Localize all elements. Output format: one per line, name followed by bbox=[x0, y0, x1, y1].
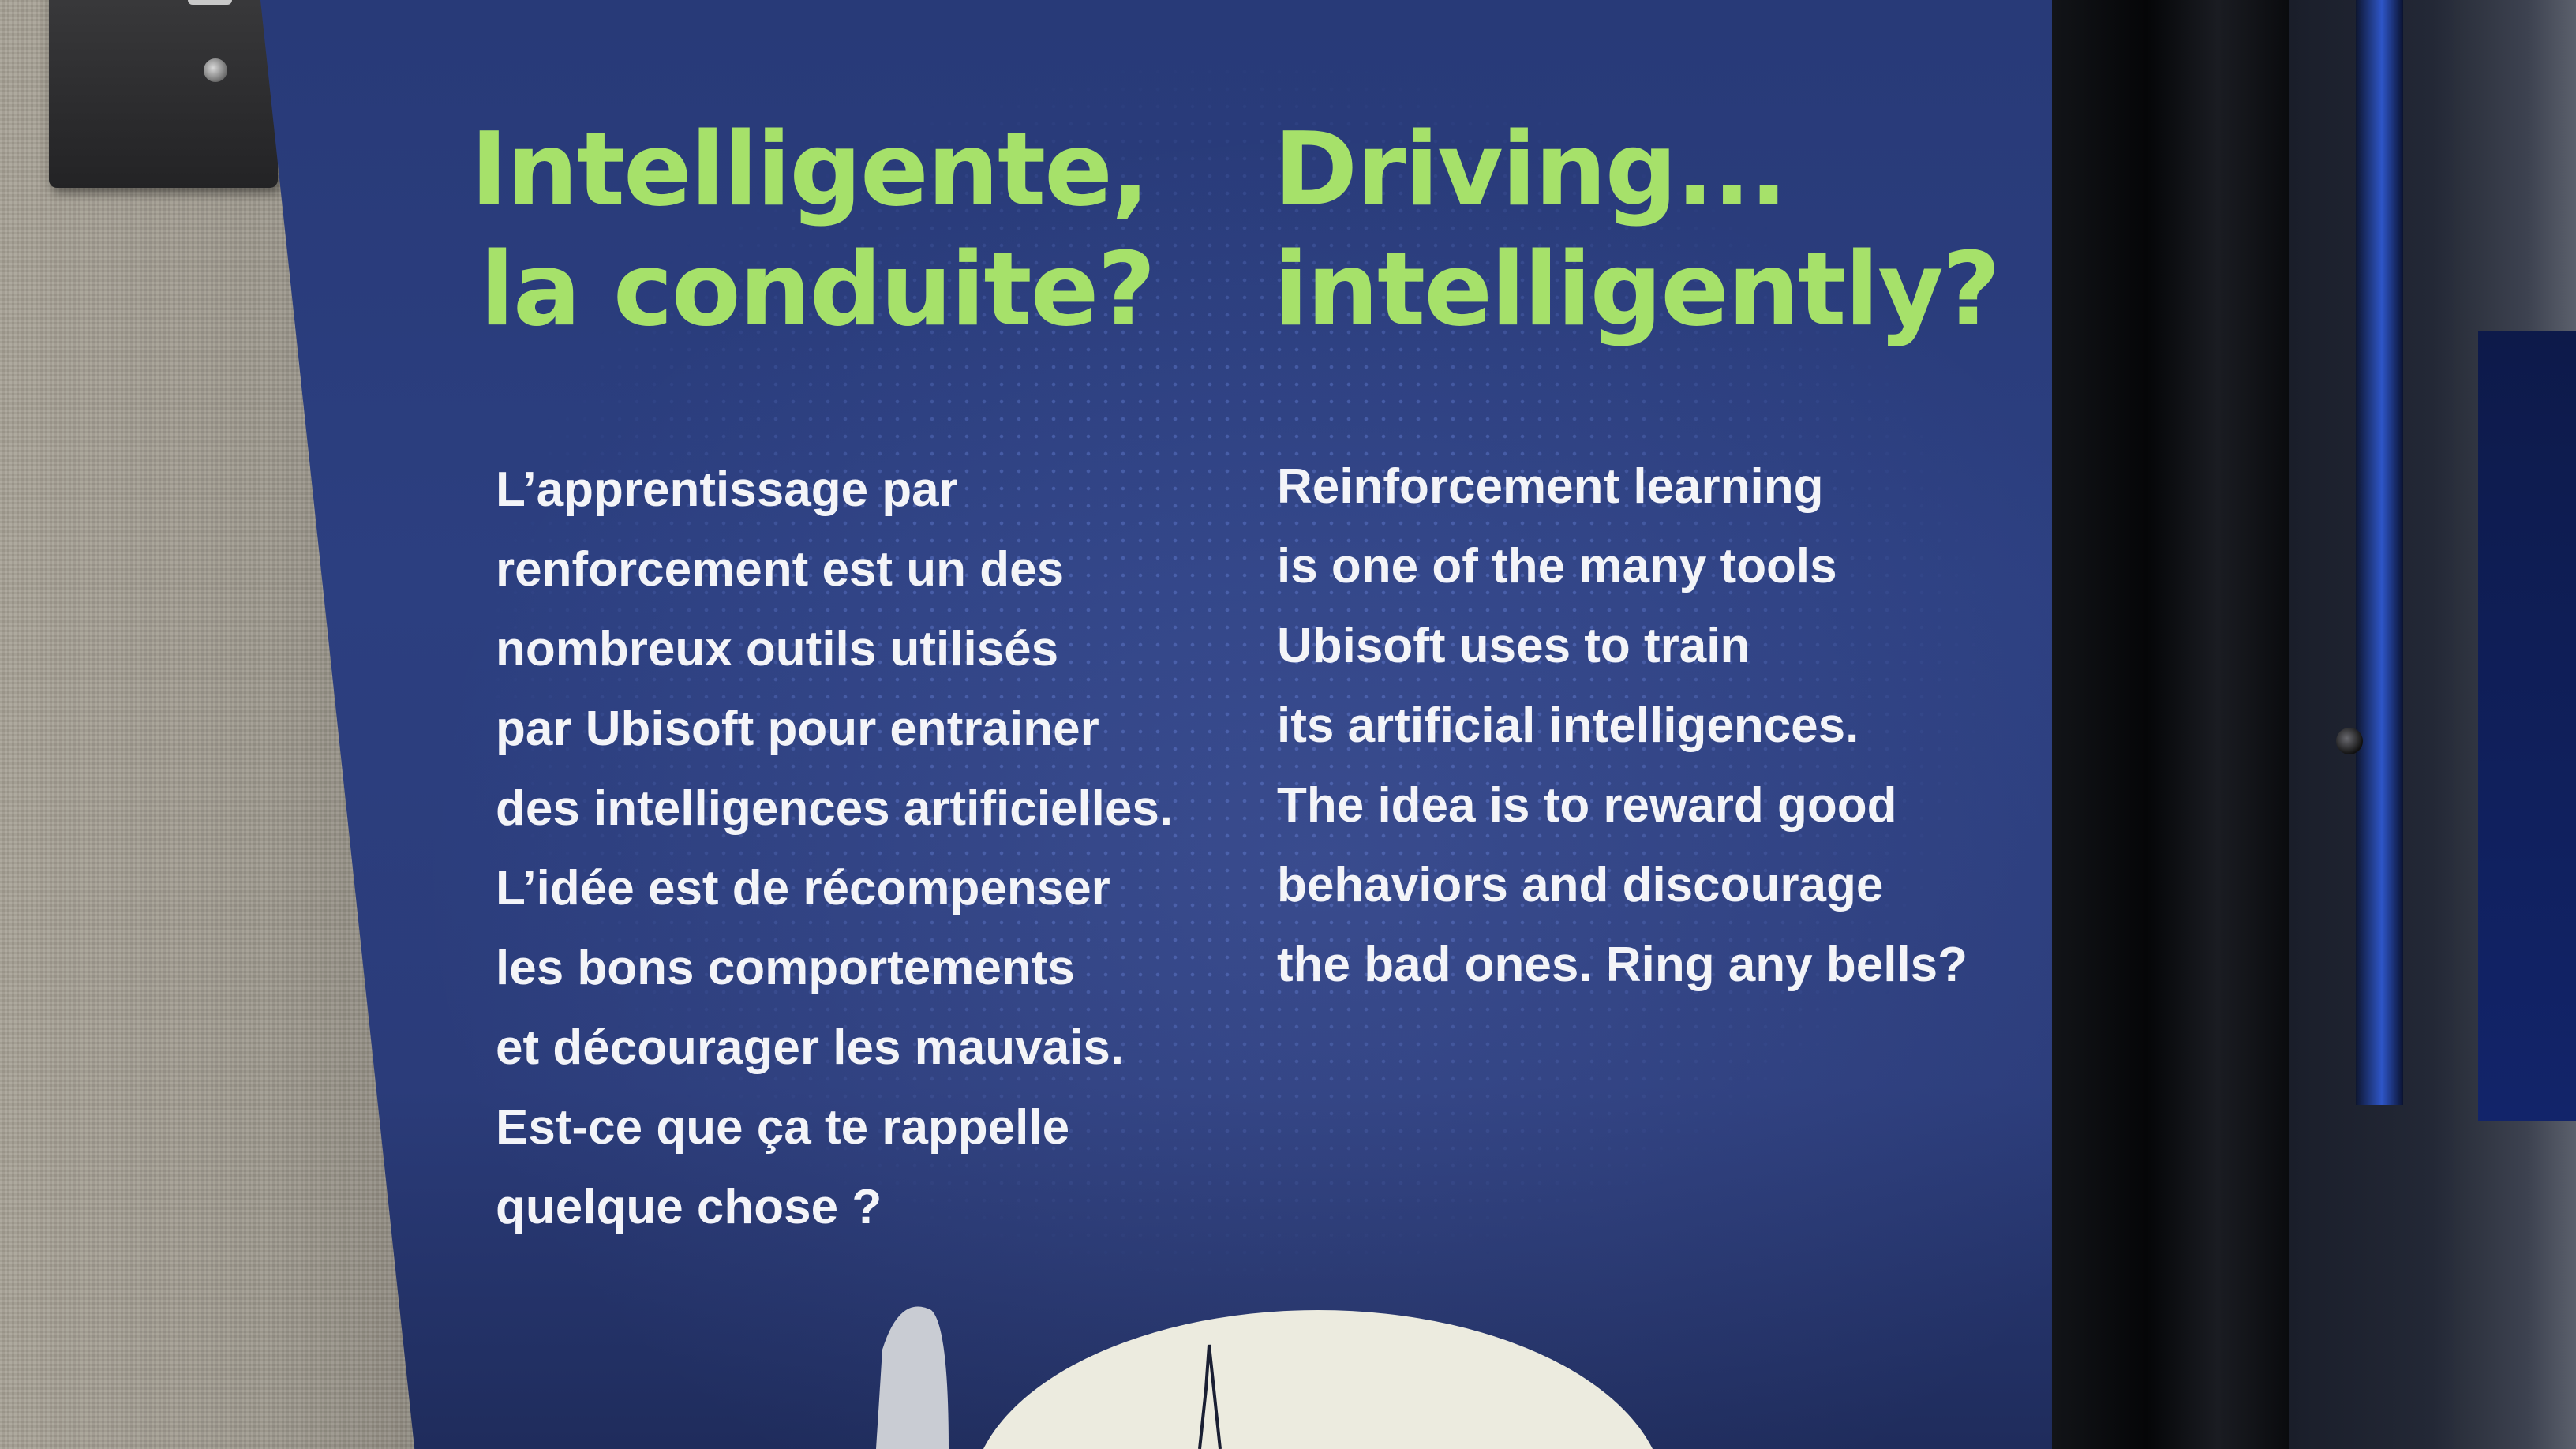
light-switch-plate bbox=[49, 0, 278, 188]
french-body-line: L’idée est de récompenser bbox=[496, 861, 1110, 915]
english-heading-line: intelligently? bbox=[1274, 231, 2001, 349]
dot-pattern-background bbox=[489, 63, 1989, 1279]
english-body-line: Ubisoft uses to train bbox=[1277, 619, 1750, 673]
french-heading: Intelligente, la conduite? bbox=[470, 110, 1156, 350]
english-body-text: Reinforcement learning is one of the man… bbox=[1277, 447, 1968, 1005]
english-heading-line: Driving... bbox=[1274, 111, 1788, 229]
illustration-disc bbox=[983, 1310, 1653, 1449]
french-body-line: Est-ce que ça te rappelle bbox=[496, 1100, 1070, 1155]
french-body-line: et décourager les mauvais. bbox=[496, 1020, 1125, 1075]
french-body-line: par Ubisoft pour entrainer bbox=[496, 702, 1099, 756]
english-body-line: is one of the many tools bbox=[1277, 539, 1837, 593]
illustration-antenna bbox=[1198, 1344, 1222, 1449]
french-heading-line: la conduite? bbox=[480, 231, 1156, 349]
bolt-icon bbox=[2336, 728, 2363, 754]
screw-icon bbox=[204, 58, 227, 82]
blue-light-strip bbox=[2356, 0, 2403, 1105]
french-body-line: nombreux outils utilisés bbox=[496, 622, 1059, 676]
french-body-line: les bons comportements bbox=[496, 941, 1075, 995]
english-body-line: its artificial intelligences. bbox=[1277, 698, 1859, 753]
french-heading-line: Intelligente, bbox=[470, 111, 1150, 229]
french-body-line: quelque chose ? bbox=[496, 1180, 882, 1234]
french-body-line: renforcement est un des bbox=[496, 542, 1065, 597]
french-body-line: des intelligences artificielles. bbox=[496, 781, 1174, 836]
light-switch-toggle bbox=[188, 0, 232, 5]
exhibit-panel bbox=[260, 0, 2186, 1449]
english-body-line: Reinforcement learning bbox=[1277, 459, 1824, 514]
english-body-line: the bad ones. Ring any bells? bbox=[1277, 938, 1968, 992]
english-body-line: The idea is to reward good bbox=[1277, 778, 1897, 833]
english-heading: Driving... intelligently? bbox=[1274, 110, 2001, 350]
car-illustration bbox=[876, 1306, 1653, 1449]
french-body-line: L’apprentissage par bbox=[496, 462, 958, 517]
cabinet-screen bbox=[2478, 331, 2576, 1121]
black-frame bbox=[2052, 0, 2289, 1449]
french-body-text: L’apprentissage par renforcement est un … bbox=[496, 450, 1173, 1247]
english-body-line: behaviors and discourage bbox=[1277, 858, 1884, 912]
illustration-fin bbox=[876, 1306, 949, 1449]
